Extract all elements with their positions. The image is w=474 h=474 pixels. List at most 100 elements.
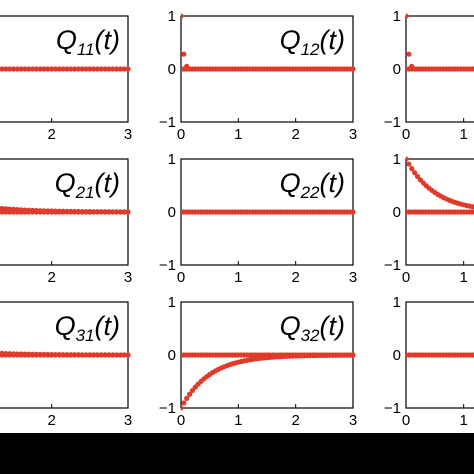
data-point (37, 352, 43, 358)
x-tick-label: 0 (402, 126, 410, 143)
data-point (83, 209, 89, 215)
data-point (10, 209, 17, 215)
data-point (102, 209, 108, 215)
title-subscript: 32 (301, 326, 320, 345)
subplot-1: 123Q11(t) (0, 15, 132, 143)
data-point (45, 66, 51, 72)
data-point (406, 51, 412, 57)
data-point (64, 352, 70, 358)
series-group (181, 209, 356, 215)
data-point (79, 352, 85, 358)
x-tick-label: 2 (47, 126, 55, 143)
data-point (181, 13, 184, 19)
y-tick-label: 1 (168, 151, 176, 168)
data-point (45, 209, 51, 215)
data-point (56, 352, 62, 358)
data-point (113, 66, 120, 72)
series-group (406, 156, 474, 215)
data-point (181, 400, 187, 406)
data-point (117, 66, 123, 72)
data-point (60, 66, 66, 72)
y-tick-label: 1 (393, 294, 401, 311)
data-point (83, 66, 89, 72)
data-point (56, 209, 62, 215)
data-point (29, 352, 36, 358)
data-point (49, 66, 55, 72)
data-point (412, 170, 418, 176)
x-tick-label: 0 (402, 412, 410, 429)
data-point (0, 66, 5, 72)
y-tick-label: 0 (393, 61, 401, 78)
subplot-title: Q31(t) (55, 311, 120, 345)
title-main: Q (280, 168, 301, 198)
data-point (94, 352, 101, 358)
x-tick-label: 3 (124, 126, 132, 143)
data-point (18, 209, 24, 215)
data-point (52, 209, 59, 215)
data-point (91, 209, 97, 215)
y-tick-label: −1 (384, 257, 401, 274)
data-point (49, 352, 55, 358)
data-point (117, 352, 123, 358)
y-tick-label: −1 (159, 400, 176, 417)
title-suffix: (t) (320, 168, 345, 198)
data-point (14, 209, 20, 215)
title-main: Q (56, 25, 77, 55)
x-tick-label: 2 (291, 126, 299, 143)
data-point (91, 352, 97, 358)
series-group (181, 352, 356, 411)
data-point (406, 161, 412, 167)
data-point (41, 66, 47, 72)
data-point (52, 352, 59, 358)
data-point (83, 352, 89, 358)
data-point (113, 209, 120, 215)
x-tick-label: 3 (349, 126, 357, 143)
data-point (350, 66, 356, 72)
x-tick-label: 0 (177, 412, 185, 429)
data-point (350, 209, 356, 215)
data-point (33, 66, 40, 72)
y-tick-label: −1 (159, 114, 176, 131)
data-point (87, 209, 93, 215)
data-point (3, 352, 9, 358)
data-point (125, 352, 131, 358)
subplot-6: 0 110−1 (384, 151, 474, 286)
data-point (14, 66, 20, 72)
x-tick-label: 0 (402, 269, 410, 286)
data-point (106, 209, 112, 215)
data-point (37, 66, 43, 72)
x-tick-label: 2 (291, 269, 299, 286)
data-point (110, 209, 116, 215)
subplot-title: Q12(t) (280, 25, 345, 59)
data-point (0, 352, 5, 358)
data-point (181, 51, 187, 57)
data-point (52, 66, 59, 72)
data-point (102, 352, 108, 358)
data-point (33, 209, 40, 215)
data-point (117, 209, 123, 215)
title-subscript: 11 (77, 40, 95, 59)
y-tick-label: 1 (393, 151, 401, 168)
data-point (121, 209, 127, 215)
x-tick-label: 3 (124, 269, 132, 286)
data-point (3, 209, 9, 215)
data-point (22, 352, 28, 358)
data-point (189, 387, 196, 394)
data-point (64, 66, 70, 72)
x-tick-label: 3 (349, 269, 357, 286)
y-tick-label: 1 (168, 294, 176, 311)
data-point (26, 352, 32, 358)
data-point (106, 66, 112, 72)
y-tick-label: 0 (393, 204, 401, 221)
data-point (87, 66, 93, 72)
data-point (91, 66, 97, 72)
data-point (98, 209, 104, 215)
data-point (49, 209, 55, 215)
data-point (125, 66, 131, 72)
x-tick-label: 1 (459, 269, 467, 286)
